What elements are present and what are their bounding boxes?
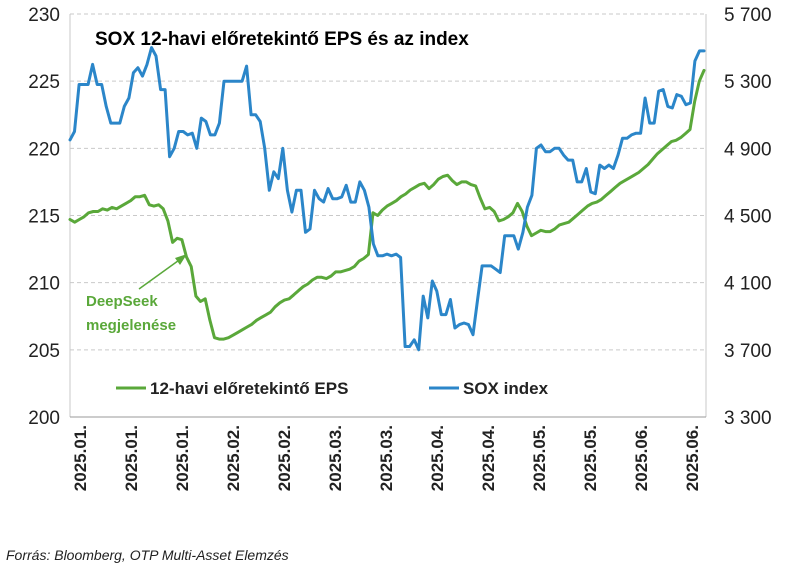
annotation-arrow: [138, 257, 183, 290]
x-tick-label: 2025.04.: [479, 425, 498, 491]
x-axis: 2025.01. 2025.01. 2025.01. 2025.02. 2025.02.…: [71, 425, 702, 491]
left-tick-label: 230: [28, 5, 60, 26]
left-tick-label: 220: [28, 139, 60, 160]
x-tick-label: 2025.02.: [224, 425, 243, 491]
series-lines: [68, 46, 706, 352]
legend: 12-havi előretekintő EPS SOX index: [116, 379, 549, 398]
left-tick-label: 210: [28, 274, 60, 295]
source-note: Forrás: Bloomberg, OTP Multi-Asset Elemz…: [6, 547, 289, 563]
chart-title: SOX 12-havi előretekintő EPS és az index: [95, 29, 469, 50]
gridlines: [70, 13, 706, 351]
annotation-line-1: DeepSeek: [86, 293, 158, 310]
annotation-line-2: megjelenése: [86, 317, 176, 334]
legend-label-eps: 12-havi előretekintő EPS: [150, 379, 348, 398]
x-tick-label: 2025.03.: [377, 425, 396, 491]
right-tick-label: 3 700: [724, 341, 772, 362]
right-tick-label: 4 100: [724, 274, 772, 295]
x-tick-label: 2025.06.: [632, 425, 651, 491]
right-tick-label: 3 300: [724, 408, 772, 429]
left-tick-label: 225: [28, 72, 60, 93]
x-tick-label: 2025.01.: [122, 425, 141, 491]
left-tick-label: 200: [28, 408, 60, 429]
annotation-arrowhead: [175, 254, 187, 265]
x-tick-label: 2025.02.: [275, 425, 294, 491]
legend-label-sox: SOX index: [463, 379, 549, 398]
right-tick-label: 4 500: [724, 207, 772, 228]
x-tick-label: 2025.04.: [428, 425, 447, 491]
x-tick-label: 2025.01.: [71, 425, 90, 491]
left-axis: 200 205 210 215 220 225 230: [28, 5, 60, 429]
annotation-deepseek: DeepSeek megjelenése: [86, 254, 187, 334]
x-tick-label: 2025.01.: [173, 425, 192, 491]
right-tick-label: 5 300: [724, 72, 772, 93]
right-tick-label: 5 700: [724, 5, 772, 26]
x-tick-label: 2025.05.: [581, 425, 600, 491]
series-line-sox: [68, 46, 706, 352]
chart: 200 205 210 215 220 225 230 3 300 3 700 4 100 4 5…: [28, 5, 772, 491]
left-tick-label: 205: [28, 341, 60, 362]
right-tick-label: 4 900: [724, 139, 772, 160]
right-axis: 3 300 3 700 4 100 4 500 4 900 5 300 5 700: [724, 5, 772, 429]
series-line-eps: [68, 68, 706, 341]
x-tick-label: 2025.06.: [683, 425, 702, 491]
x-tick-label: 2025.05.: [530, 425, 549, 491]
x-tick-label: 2025.03.: [326, 425, 345, 491]
left-tick-label: 215: [28, 207, 60, 228]
